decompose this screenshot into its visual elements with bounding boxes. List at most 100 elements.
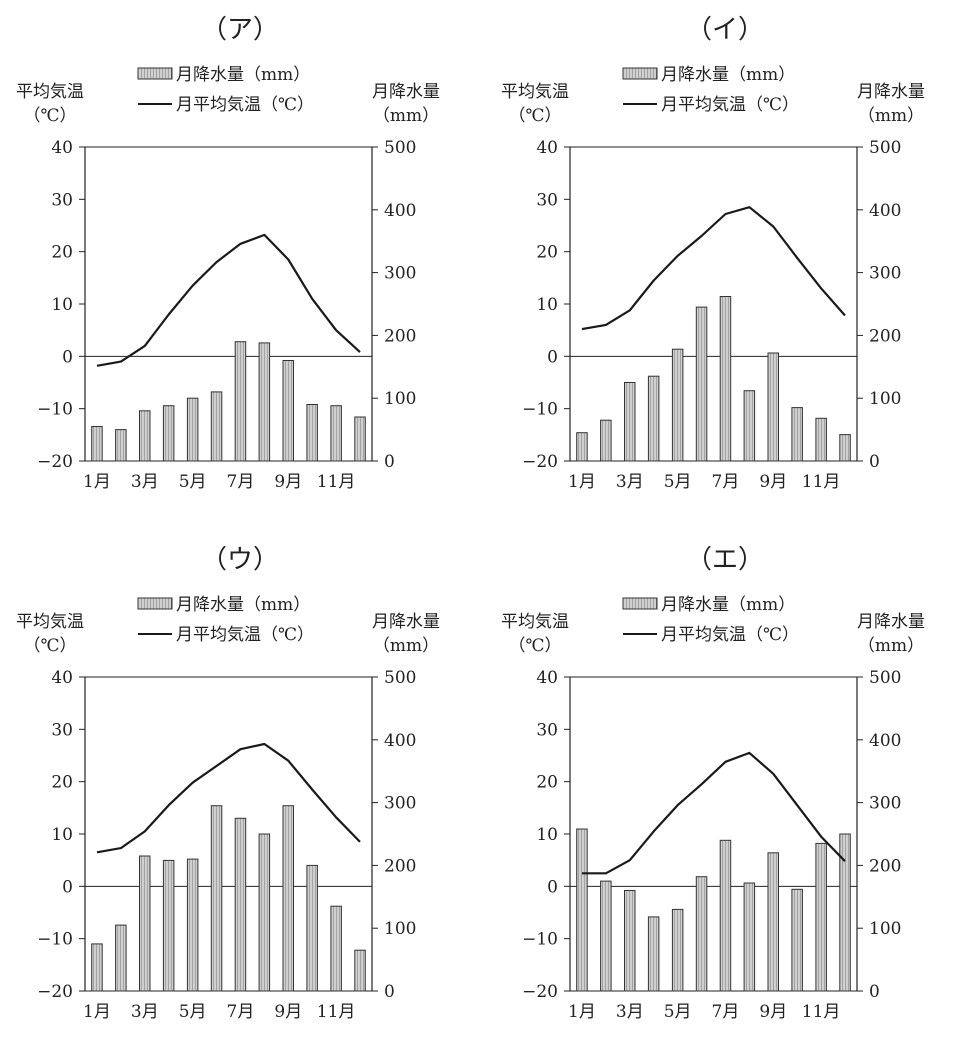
- left-tick-label: 10: [51, 825, 73, 845]
- legend-bar-swatch: [622, 597, 658, 610]
- right-tick-label: 200: [384, 326, 416, 346]
- precip-bar-5: [186, 858, 199, 992]
- precip-bar-10: [791, 407, 803, 462]
- left-tick-label: 30: [536, 190, 558, 210]
- x-tick-label: 5月: [664, 472, 692, 492]
- legend-temp-label: 月平均気温（℃）: [176, 95, 314, 115]
- x-tick-label: 1月: [83, 1002, 111, 1022]
- left-tick-label: −10: [522, 400, 558, 420]
- legend-precip-label: 月降水量（mm）: [661, 65, 795, 85]
- precip-bar-8: [258, 342, 271, 462]
- right-tick-label: 400: [869, 731, 901, 751]
- precip-bar-4: [647, 375, 660, 462]
- right-axis-label: 月降水量: [372, 612, 440, 632]
- temperature-line: [96, 233, 361, 367]
- x-tick-label: 3月: [131, 1002, 159, 1022]
- precip-bar-2: [600, 880, 612, 992]
- x-tick-label: 5月: [179, 1002, 207, 1022]
- precip-bar-3: [624, 890, 636, 992]
- x-tick-label: 7月: [227, 1002, 255, 1022]
- precip-bar-9: [282, 360, 294, 462]
- chart-title: （イ）: [686, 15, 764, 45]
- right-tick-label: 500: [869, 138, 901, 158]
- right-tick-label: 300: [384, 794, 416, 814]
- precip-bar-11: [330, 905, 342, 992]
- left-tick-label: 10: [536, 295, 558, 315]
- precip-bar-2: [600, 419, 612, 462]
- x-tick-label: 11月: [317, 1002, 356, 1022]
- legend-temp-label: 月平均気温（℃）: [176, 625, 314, 645]
- left-tick-label: 30: [51, 190, 73, 210]
- right-axis-label: 月降水量: [372, 82, 440, 102]
- right-axis-label: 月降水量: [857, 612, 925, 632]
- x-tick-label: 7月: [712, 1002, 740, 1022]
- right-tick-label: 0: [384, 982, 395, 1002]
- precip-bar-5: [671, 908, 684, 992]
- precip-bar-1: [91, 426, 103, 462]
- legend-temp-label: 月平均気温（℃）: [661, 95, 799, 115]
- x-tick-label: 1月: [568, 472, 596, 492]
- precip-bar-8: [743, 390, 756, 462]
- left-tick-label: 20: [536, 773, 558, 793]
- right-tick-label: 100: [384, 919, 416, 939]
- left-tick-label: 0: [547, 877, 558, 897]
- legend-precip-label: 月降水量（mm）: [176, 65, 310, 85]
- left-axis-label: 平均気温: [501, 612, 569, 632]
- precip-bar-11: [815, 417, 827, 462]
- precip-bar-12: [354, 949, 366, 992]
- chart-title: （ウ）: [201, 545, 279, 575]
- left-tick-label: 40: [536, 138, 558, 158]
- chart-panel-u: （ウ） 平均気温 （℃） 月降水量 （mm） 月降水量（mm） 月平均気温（℃） −20 −10…: [0, 530, 480, 1050]
- chart-title: （ア）: [201, 15, 279, 45]
- right-axis-unit: （mm）: [858, 106, 924, 126]
- precip-bar-10: [791, 888, 803, 992]
- left-tick-label: 40: [536, 668, 558, 688]
- right-tick-label: 500: [869, 668, 901, 688]
- precip-bar-9: [767, 352, 779, 462]
- climate-chart-a: （ア）平均気温（℃）月降水量（mm）月降水量（mm）月平均気温（℃）−20−10…: [16, 15, 440, 492]
- x-tick-label: 9月: [759, 1002, 787, 1022]
- x-tick-label: 7月: [712, 472, 740, 492]
- chart-panel-i: （イ） 平均気温 （℃） 月降水量 （mm） 月降水量（mm） 月平均気温（℃） −20 −10…: [485, 0, 965, 520]
- precip-bar-7: [719, 296, 732, 462]
- x-tick-label: 11月: [802, 472, 841, 492]
- x-tick-label: 9月: [759, 472, 787, 492]
- left-tick-label: 10: [51, 295, 73, 315]
- x-tick-label: 3月: [616, 472, 644, 492]
- left-axis-unit: （℃）: [23, 106, 76, 126]
- left-tick-label: 40: [51, 138, 73, 158]
- precip-bar-3: [139, 855, 151, 992]
- precip-bar-10: [306, 404, 318, 462]
- left-tick-label: −20: [37, 452, 73, 472]
- precip-bar-8: [743, 882, 756, 992]
- left-axis-unit: （℃）: [508, 106, 561, 126]
- right-tick-label: 0: [869, 982, 880, 1002]
- left-axis-label: 平均気温: [16, 612, 84, 632]
- right-tick-label: 0: [384, 452, 395, 472]
- x-tick-label: 1月: [83, 472, 111, 492]
- x-tick-label: 11月: [802, 1002, 841, 1022]
- temperature-line: [581, 206, 846, 331]
- legend-precip-label: 月降水量（mm）: [176, 595, 310, 615]
- precip-bar-12: [354, 416, 366, 462]
- right-tick-label: 100: [869, 919, 901, 939]
- right-tick-label: 300: [384, 264, 416, 284]
- precip-bar-5: [671, 348, 684, 462]
- right-tick-label: 500: [384, 668, 416, 688]
- precip-bar-8: [258, 833, 271, 992]
- right-tick-label: 100: [869, 389, 901, 409]
- right-axis-unit: （mm）: [858, 636, 924, 656]
- right-tick-label: 300: [869, 794, 901, 814]
- right-tick-label: 400: [869, 201, 901, 221]
- left-tick-label: −20: [522, 982, 558, 1002]
- climate-chart-e: （エ）平均気温（℃）月降水量（mm）月降水量（mm）月平均気温（℃）−20−10…: [501, 545, 925, 1022]
- precip-bar-7: [719, 839, 732, 992]
- precip-bar-9: [282, 805, 294, 992]
- precip-bar-1: [576, 828, 588, 992]
- right-tick-label: 400: [384, 731, 416, 751]
- legend-temp-label: 月平均気温（℃）: [661, 625, 799, 645]
- precip-bar-9: [767, 852, 779, 992]
- left-tick-label: 0: [547, 347, 558, 367]
- left-tick-label: −20: [37, 982, 73, 1002]
- legend-bar-swatch: [622, 67, 658, 80]
